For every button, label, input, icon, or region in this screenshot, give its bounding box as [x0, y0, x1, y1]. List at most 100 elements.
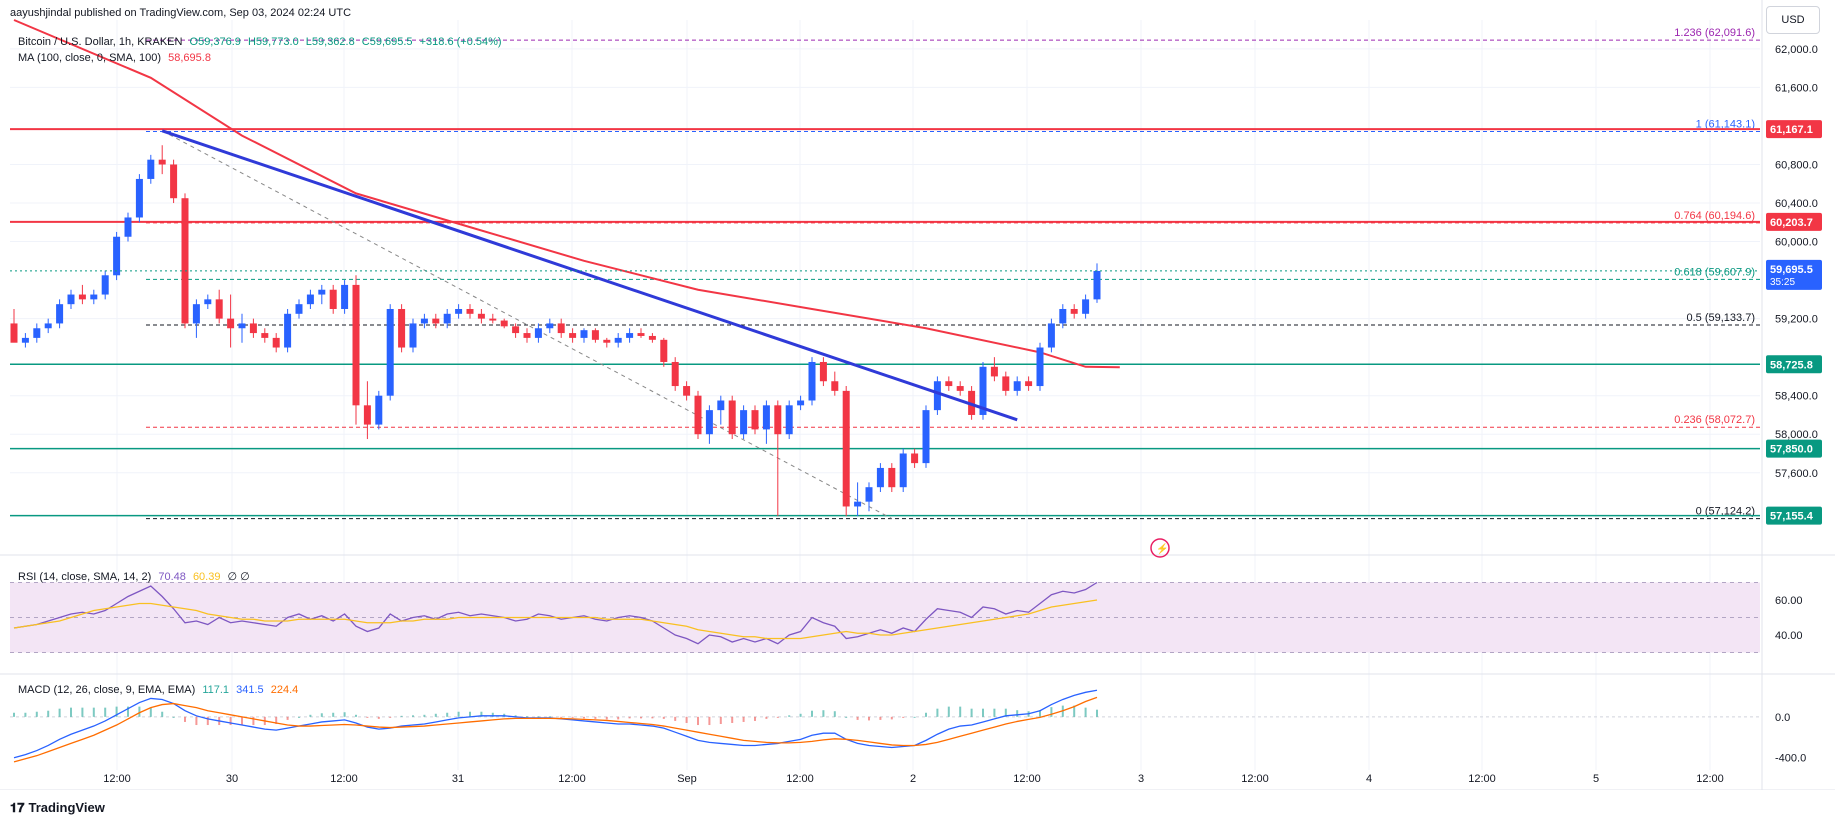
candle-body — [432, 318, 440, 324]
level-price-label: 60,203.7 — [1770, 217, 1813, 229]
macd-histogram-bar — [583, 716, 585, 719]
candle-body — [44, 323, 52, 329]
macd-legend[interactable]: MACD (12, 26, close, 9, EMA, EMA) 117.1 … — [18, 684, 302, 696]
candle-body — [1047, 323, 1055, 348]
level-price-label: 57,850.0 — [1770, 444, 1813, 456]
candle-body — [181, 198, 189, 324]
time-tick-label: 12:00 — [103, 773, 131, 785]
candle-body — [1036, 347, 1044, 387]
macd-histogram-bar — [651, 716, 654, 719]
candle-body — [398, 308, 406, 348]
candle-body — [854, 501, 862, 507]
macd-histogram-bar — [434, 713, 437, 717]
candle-body — [979, 366, 987, 415]
fib-level-label: 0.764 (60,194.6) — [1674, 210, 1755, 222]
price-change: +318.6 (+0.54%) — [419, 36, 502, 48]
macd-signal-line — [13, 696, 1098, 763]
level-price-tag — [1766, 439, 1822, 458]
ma-legend[interactable]: MA (100, close, 0, SMA, 100) 58,695.8 — [18, 52, 215, 64]
macd-hist-value: 117.1 — [202, 684, 230, 696]
candle-body — [751, 410, 759, 430]
candle-body — [808, 361, 816, 401]
candle-body — [671, 361, 679, 387]
level-price-label: 58,725.8 — [1770, 359, 1813, 371]
level-price-tag — [1766, 212, 1822, 231]
macd-histogram-bar — [389, 716, 392, 718]
price-tick-label: 58,400.0 — [1775, 391, 1818, 403]
macd-histogram-bar — [1084, 707, 1087, 717]
macd-histogram-bar — [571, 716, 574, 718]
macd-histogram-bar — [605, 716, 608, 720]
macd-histogram-bar — [754, 716, 756, 721]
macd-histogram-bar — [970, 708, 973, 717]
bar-countdown: 35:25 — [1770, 277, 1795, 288]
macd-histogram-bar — [206, 716, 209, 726]
macd-histogram-bar — [674, 716, 677, 721]
level-price-label: 61,167.1 — [1770, 124, 1813, 136]
candle-body — [101, 275, 109, 295]
candle-body — [637, 333, 645, 336]
fib-level-label: 1 (61,143.1) — [1696, 118, 1755, 130]
macd-histogram-bar — [1073, 705, 1076, 717]
macd-histogram-bar — [355, 714, 357, 717]
candle-body — [306, 294, 314, 305]
macd-histogram-bar — [708, 716, 711, 726]
candle-body — [272, 337, 280, 348]
candle-body — [158, 159, 166, 165]
macd-line — [13, 689, 1098, 759]
candle-body — [523, 333, 531, 338]
candle-body — [705, 410, 713, 435]
candle-body — [227, 318, 235, 329]
time-tick-label: 2 — [910, 773, 916, 785]
candle-body — [614, 337, 622, 343]
candle-body — [477, 313, 485, 319]
macd-histogram-bar — [617, 716, 620, 720]
macd-histogram-bar — [229, 716, 232, 726]
macd-histogram-bar — [309, 714, 312, 717]
candle-body — [785, 405, 793, 435]
time-tick-label: 3 — [1138, 773, 1144, 785]
macd-histogram-bar — [446, 712, 449, 717]
candle-body — [557, 323, 565, 334]
candle-body — [238, 323, 246, 329]
level-price-tag — [1766, 120, 1822, 139]
macd-histogram-bar — [856, 716, 859, 720]
macd-label: MACD (12, 26, close, 9, EMA, EMA) — [18, 684, 196, 696]
candle-body — [10, 323, 18, 343]
candle-body — [591, 330, 599, 340]
tradingview-logo[interactable]: 𝟏𝟕 TradingView — [10, 800, 105, 816]
time-tick-label: 12:00 — [330, 773, 358, 785]
macd-histogram-bar — [298, 716, 300, 718]
candle-body — [363, 405, 371, 425]
rsi-value: 70.48 — [158, 571, 186, 583]
symbol-name: Bitcoin / U.S. Dollar, 1h, KRAKEN — [18, 36, 183, 48]
price-chart[interactable]: 62,000.0 61,600.0 60,800.0 60,400.0 60,000.0… — [0, 0, 1835, 790]
macd-histogram-bar — [70, 707, 72, 717]
time-tick-label: 12:00 — [1013, 773, 1041, 785]
macd-histogram-bar — [138, 706, 141, 717]
candle-body — [56, 304, 64, 324]
macd-histogram-bar — [833, 711, 836, 717]
macd-histogram-bar — [400, 715, 403, 717]
price-tick-label: 57,600.0 — [1775, 468, 1818, 480]
currency-button[interactable]: USD — [1766, 6, 1820, 34]
macd-histogram-bar — [685, 716, 688, 723]
candle-body — [466, 308, 474, 314]
macd-signal-value: 224.4 — [270, 684, 299, 696]
macd-histogram-bar — [24, 712, 27, 717]
candle-body — [113, 236, 121, 276]
time-tick-label: 12:00 — [1468, 773, 1496, 785]
candle-body — [295, 304, 303, 314]
price-tick-label: 61,600.0 — [1775, 82, 1818, 94]
macd-histogram-bar — [469, 711, 471, 717]
fib-level-label: 0.618 (59,607.9) — [1674, 266, 1755, 278]
time-tick-label: 12:00 — [786, 773, 814, 785]
macd-histogram-bar — [947, 706, 950, 717]
rsi-label: RSI (14, close, SMA, 14, 2) — [18, 571, 152, 583]
symbol-legend[interactable]: Bitcoin / U.S. Dollar, 1h, KRAKEN O59,37… — [18, 36, 506, 48]
candle-body — [569, 333, 577, 338]
candle-body — [204, 299, 212, 305]
rsi-legend[interactable]: RSI (14, close, SMA, 14, 2) 70.48 60.39 … — [18, 570, 254, 583]
candle-body — [626, 333, 634, 338]
candle-body — [842, 390, 850, 507]
